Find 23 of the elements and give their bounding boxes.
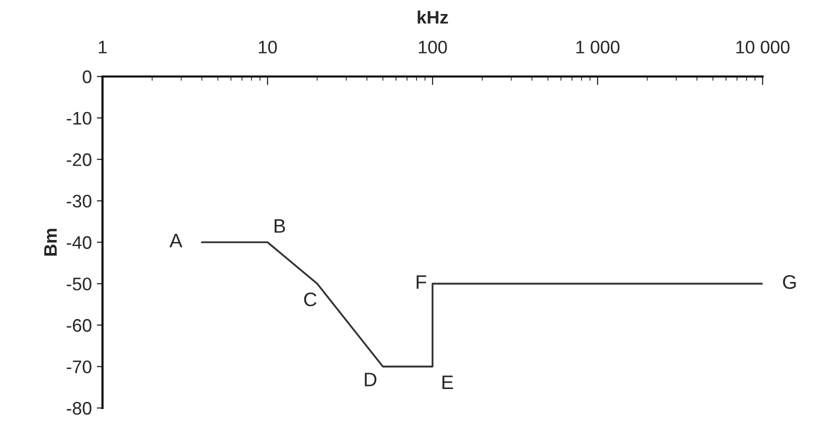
annotation: B [274, 219, 286, 233]
y-tick-label: 0 [82, 70, 92, 84]
y-axis-title: Bm [44, 228, 57, 256]
y-tick-label: -20 [66, 153, 92, 166]
annotation: A [169, 234, 182, 248]
y-tick-label: -10 [66, 112, 92, 125]
x-tick-label: 10 [258, 40, 277, 54]
y-tick-label: -70 [66, 360, 92, 374]
annotation: E [442, 376, 454, 389]
annotation: C [304, 292, 316, 306]
y-tick-label: -30 [66, 194, 92, 208]
annotation: D [364, 372, 376, 386]
annotation: G [783, 275, 796, 289]
x-tick-label: 10 000 [736, 40, 790, 54]
x-tick-label: 1 [98, 40, 107, 54]
annotation: F [416, 275, 426, 289]
y-tick-label: -80 [66, 402, 92, 415]
x-axis-title: kHz [418, 10, 448, 24]
y-tick-label: -50 [66, 278, 92, 290]
y-tick-label: -60 [66, 319, 92, 332]
x-tick-label: 1 000 [576, 40, 620, 54]
x-tick-label: 100 [418, 40, 447, 54]
y-tick-label: -40 [66, 236, 92, 249]
